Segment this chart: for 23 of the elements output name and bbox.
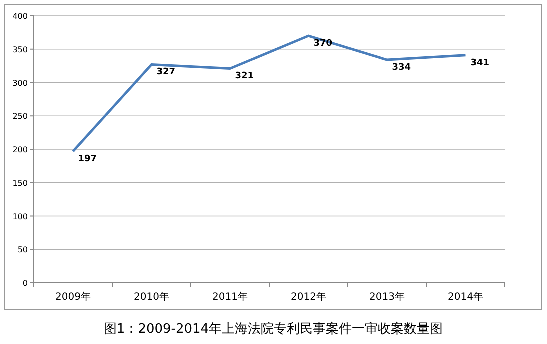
data-label: 321 xyxy=(235,72,254,82)
text: 图1：2009-2014年上海法院专利民事案件一审收案数量图 xyxy=(104,321,444,337)
line-series xyxy=(72,34,467,153)
data-label: 370 xyxy=(314,39,333,50)
y-tick-label: 350 xyxy=(12,45,28,54)
y-tick-label: 150 xyxy=(12,178,28,188)
data-label: 334 xyxy=(392,63,412,74)
y-tick-label: 250 xyxy=(12,112,28,122)
x-tick-label: 2009年 xyxy=(56,291,91,303)
y-tick-label: 300 xyxy=(12,78,28,88)
y-tick-label: 100 xyxy=(12,212,28,222)
x-tick-label: 2011年 xyxy=(212,291,248,303)
x-tick-label: 2013年 xyxy=(370,291,405,303)
data-label: 341 xyxy=(470,58,490,68)
x-tick-label: 2010年 xyxy=(134,291,170,303)
y-tick-label: 50 xyxy=(18,246,28,255)
x-tick-label: 2014年 xyxy=(448,291,484,303)
y-tick-label: 200 xyxy=(12,146,28,154)
y-tick-label: 0 xyxy=(22,279,28,288)
x-tick-label: 2012年 xyxy=(291,291,326,303)
data-label: 327 xyxy=(156,68,176,78)
data-label: 197 xyxy=(78,154,98,165)
y-tick-label: 400 xyxy=(12,12,28,21)
